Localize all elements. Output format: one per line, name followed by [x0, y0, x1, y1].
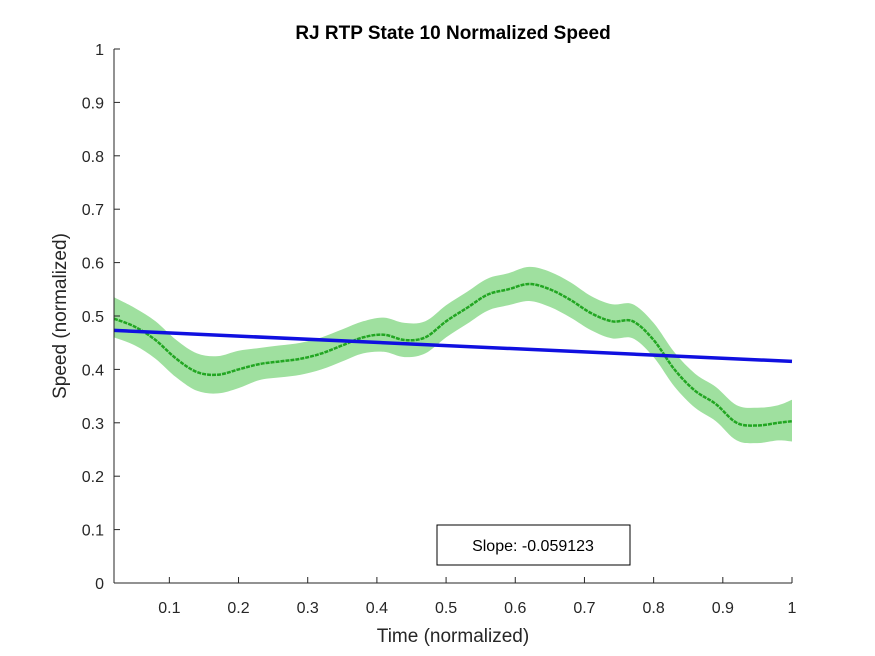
y-tick-label: 0.3: [82, 416, 104, 433]
y-tick-label: 0.7: [82, 202, 104, 219]
y-tick-label: 0: [95, 576, 104, 593]
x-tick-label: 0.1: [158, 600, 180, 617]
marks-layer: [113, 266, 793, 444]
trend-line: [113, 328, 793, 364]
ticks-layer: 0.1 0.2 0.3 0.4 0.5 0.6 0.7 0.8 0.9 1 0 0.1 0.2 0.3 0.…: [82, 42, 797, 617]
x-tick-label: 0.4: [366, 600, 388, 617]
y-tick-label: 0.4: [82, 362, 104, 379]
x-tick-label: 0.3: [297, 600, 319, 617]
y-tick-label: 0.9: [82, 95, 104, 112]
y-tick-label: 1: [95, 42, 104, 59]
slope-annotation: Slope: -0.059123: [436, 524, 631, 566]
annotation-text: Slope: -0.059123: [472, 538, 594, 555]
x-tick-label: 0.9: [712, 600, 734, 617]
x-tick-label: 1: [788, 600, 797, 617]
y-axis-title: Speed (normalized): [50, 233, 71, 399]
y-tick-label: 0.2: [82, 469, 104, 486]
x-axis-title: Time (normalized): [377, 626, 529, 647]
x-tick-label: 0.7: [573, 600, 595, 617]
x-tick-label: 0.8: [643, 600, 665, 617]
annotation-box: [436, 524, 631, 566]
chart-title: RJ RTP State 10 Normalized Speed: [295, 23, 610, 44]
x-tick-label: 0.5: [435, 600, 457, 617]
x-tick-label: 0.2: [227, 600, 249, 617]
confidence-band: [114, 266, 792, 444]
mean-speed-line: [113, 282, 793, 427]
y-tick-label: 0.8: [82, 149, 104, 166]
y-tick-label: 0.1: [82, 523, 104, 540]
x-tick-label: 0.6: [504, 600, 526, 617]
y-tick-label: 0.6: [82, 256, 104, 273]
y-tick-label: 0.5: [82, 309, 104, 326]
